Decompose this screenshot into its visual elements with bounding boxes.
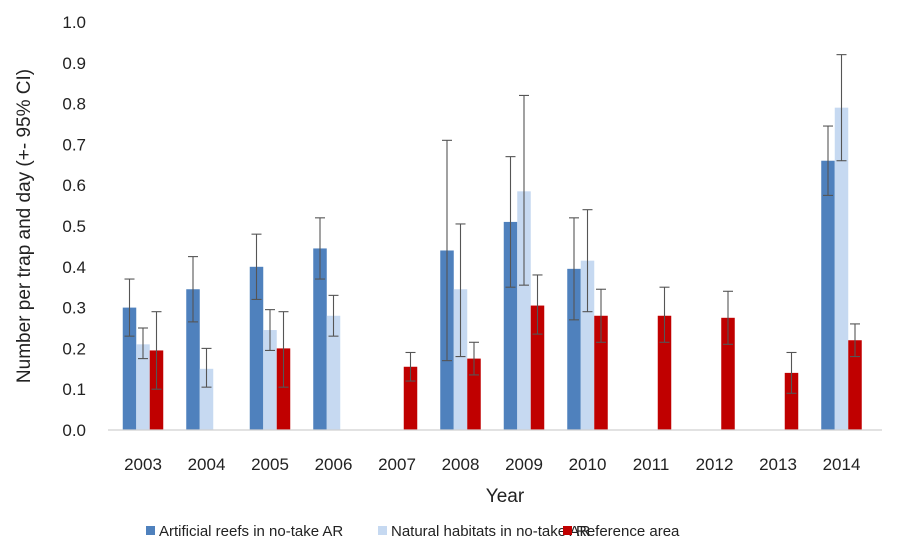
- error-bar-2008-2: [455, 223, 466, 358]
- legend-label: Reference area: [576, 523, 680, 540]
- legend-swatch: [378, 526, 387, 535]
- x-tick-label: 2013: [759, 455, 797, 474]
- y-tick-label: 0.3: [62, 299, 86, 318]
- x-tick-label: 2005: [251, 455, 289, 474]
- y-tick-label: 0.1: [62, 380, 86, 399]
- bar-reference-area-2005: [276, 348, 291, 430]
- y-tick-label: 0.2: [62, 339, 86, 358]
- bar-natural-habitats-in-no-take-ar-2008: [453, 289, 468, 430]
- bar-natural-habitats-in-no-take-ar-2006: [326, 315, 341, 430]
- x-tick-label: 2007: [378, 455, 416, 474]
- y-tick-label: 0.6: [62, 176, 86, 195]
- bar-artificial-reefs-in-no-take-ar-2010: [567, 268, 581, 430]
- error-bar-2009-3: [532, 274, 543, 335]
- error-bar-2012-3: [723, 290, 733, 345]
- error-bar-2013-3: [786, 351, 797, 394]
- bar-natural-habitats-in-no-take-ar-2009: [517, 191, 531, 430]
- error-bar-group: [124, 54, 860, 394]
- x-tick-label: 2009: [505, 455, 543, 474]
- x-tick-label: 2012: [696, 455, 734, 474]
- error-bar-2008-3: [469, 341, 479, 376]
- x-tick-label: 2014: [823, 455, 861, 474]
- error-bar-2004-2: [201, 347, 212, 388]
- error-bar-2003-1: [124, 278, 135, 337]
- bar-artificial-reefs-in-no-take-ar-2005: [249, 266, 264, 430]
- bar-reference-area-2014: [848, 340, 862, 430]
- y-tick-label: 0.0: [62, 421, 86, 440]
- bar-reference-area-2008: [467, 358, 481, 430]
- bar-artificial-reefs-in-no-take-ar-2014: [821, 160, 835, 430]
- x-tick-label: 2004: [188, 455, 226, 474]
- error-bar-2003-2: [138, 327, 148, 360]
- error-bar-2005-2: [265, 309, 275, 351]
- y-axis-title: Number per trap and day (+- 95% CI): [14, 69, 35, 383]
- y-tick-label: 1.0: [62, 13, 86, 32]
- error-bar-2014-1: [823, 125, 833, 196]
- error-bar-2011-3: [659, 286, 670, 343]
- bar-reference-area-2007: [403, 366, 418, 430]
- error-bar-2003-3: [151, 311, 162, 390]
- bar-artificial-reefs-in-no-take-ar-2009: [503, 221, 518, 430]
- x-axis-ticks: 2003 2004 2005 2006 2007 2008 2009 2010 2011 2012…: [124, 455, 860, 474]
- bar-reference-area-2012: [721, 317, 735, 430]
- bar-series-group: [122, 107, 862, 431]
- x-tick-label: 2010: [569, 455, 607, 474]
- bar-natural-habitats-in-no-take-ar-2010: [580, 260, 595, 430]
- error-bar-2005-1: [251, 233, 262, 300]
- y-tick-label: 0.5: [62, 217, 86, 236]
- error-bar-2010-2: [582, 209, 593, 313]
- error-bar-2014-2: [836, 54, 847, 162]
- error-bar-2006-1: [315, 217, 325, 280]
- y-axis-ticks: 0.0 0.1 0.2 0.3 0.4 0.5 0.6 0.7 0.8 0.9 1.0: [62, 13, 86, 440]
- error-bar-2009-1: [505, 156, 516, 288]
- x-axis-title: Year: [486, 486, 525, 507]
- error-bar-2014-3: [850, 323, 860, 358]
- y-tick-label: 0.8: [62, 95, 86, 114]
- bar-reference-area-2003: [149, 350, 164, 430]
- bar-artificial-reefs-in-no-take-ar-2003: [122, 307, 137, 430]
- x-tick-label: 2011: [633, 455, 670, 474]
- error-bar-2007-3: [405, 351, 416, 382]
- bar-natural-habitats-in-no-take-ar-2005: [263, 330, 277, 430]
- bar-artificial-reefs-in-no-take-ar-2006: [313, 248, 327, 430]
- error-bar-2005-3: [278, 311, 289, 388]
- y-tick-label: 0.4: [62, 258, 86, 277]
- legend-swatch: [563, 526, 572, 535]
- bar-natural-habitats-in-no-take-ar-2014: [834, 107, 849, 431]
- bar-reference-area-2013: [784, 372, 799, 430]
- error-bar-2009-2: [519, 94, 529, 286]
- error-bar-2008-1: [442, 139, 452, 362]
- bar-reference-area-2010: [594, 315, 608, 430]
- error-bar-2010-1: [569, 217, 579, 321]
- error-bar-2006-2: [328, 294, 339, 337]
- bar-artificial-reefs-in-no-take-ar-2004: [186, 289, 200, 430]
- x-tick-label: 2003: [124, 455, 162, 474]
- error-bar-2004-1: [188, 256, 198, 323]
- bar-natural-habitats-in-no-take-ar-2003: [136, 344, 150, 430]
- chart-legend: Artificial reefs in no-take AR Natural ha…: [146, 523, 680, 540]
- error-bar-2010-3: [596, 288, 606, 343]
- y-tick-label: 0.9: [62, 54, 86, 73]
- bar-reference-area-2011: [657, 315, 672, 430]
- y-tick-label: 0.7: [62, 135, 86, 154]
- bar-reference-area-2009: [530, 305, 545, 430]
- legend-swatch: [146, 526, 155, 535]
- legend-label: Natural habitats in no-take AR: [391, 523, 590, 540]
- bar-natural-habitats-in-no-take-ar-2004: [199, 368, 214, 430]
- x-tick-label: 2008: [442, 455, 480, 474]
- legend-label: Artificial reefs in no-take AR: [159, 523, 343, 540]
- x-tick-label: 2006: [315, 455, 353, 474]
